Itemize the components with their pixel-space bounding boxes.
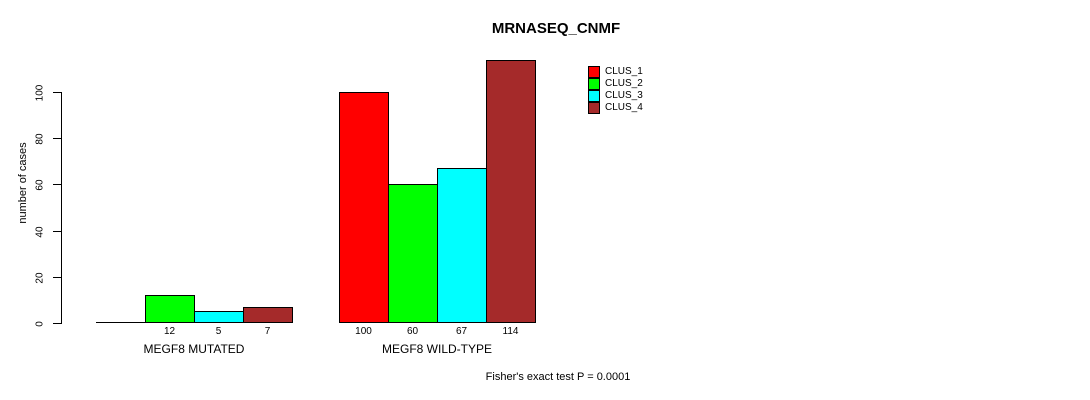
- y-tick: [53, 184, 61, 185]
- y-axis-line: [61, 92, 62, 324]
- bar-value-label: 5: [215, 326, 222, 337]
- y-tick-label: 40: [34, 225, 46, 238]
- bar-value-label: 12: [163, 326, 176, 337]
- y-tick-label: 100: [34, 84, 46, 101]
- y-tick: [53, 323, 61, 324]
- bar-clus-1-megf8-mutated-zero: [96, 322, 146, 323]
- y-tick: [53, 231, 61, 232]
- chart-title: MRNASEQ_CNMF: [491, 20, 621, 37]
- legend-swatch-clus-1: [588, 66, 600, 78]
- bar-clus-4-megf8-mutated: [243, 307, 293, 323]
- bar-value-label: 114: [502, 326, 519, 337]
- legend-swatch-clus-2: [588, 78, 600, 90]
- category-label-megf8-mutated: MEGF8 MUTATED: [143, 342, 245, 356]
- bar-clus-2-megf8-mutated: [145, 295, 195, 323]
- bar-clus-3-megf8-wild-type: [437, 168, 487, 323]
- legend: CLUS_1 CLUS_2 CLUS_3 CLUS_4: [588, 66, 643, 114]
- y-tick-label: 0: [34, 320, 46, 327]
- y-tick: [53, 92, 61, 93]
- bar-value-label: 7: [264, 326, 271, 337]
- y-tick-label: 80: [34, 132, 46, 145]
- legend-label: CLUS_2: [605, 78, 643, 89]
- y-tick: [53, 138, 61, 139]
- y-tick-label: 20: [34, 271, 46, 284]
- y-tick: [53, 277, 61, 278]
- legend-item-clus-2: CLUS_2: [588, 78, 643, 90]
- bar-value-label: 60: [406, 326, 419, 337]
- legend-item-clus-3: CLUS_3: [588, 90, 643, 102]
- bar-clus-4-megf8-wild-type: [486, 60, 536, 323]
- category-label-megf8-wild-type: MEGF8 WILD-TYPE: [381, 342, 493, 356]
- legend-label: CLUS_3: [605, 90, 643, 101]
- legend-label: CLUS_4: [605, 102, 643, 113]
- stat-annotation: Fisher's exact test P = 0.0001: [485, 371, 631, 383]
- bar-value-label: 100: [355, 326, 372, 337]
- legend-item-clus-4: CLUS_4: [588, 102, 643, 114]
- bar-value-label: 67: [455, 326, 468, 337]
- bar-clus-2-megf8-wild-type: [388, 184, 438, 323]
- legend-item-clus-1: CLUS_1: [588, 66, 643, 78]
- bar-clus-1-megf8-wild-type: [339, 92, 389, 323]
- y-tick-label: 60: [34, 178, 46, 191]
- bar-clus-3-megf8-mutated: [194, 311, 244, 323]
- legend-swatch-clus-3: [588, 90, 600, 102]
- legend-swatch-clus-4: [588, 102, 600, 114]
- legend-label: CLUS_1: [605, 66, 643, 77]
- y-axis-label: number of cases: [17, 142, 29, 224]
